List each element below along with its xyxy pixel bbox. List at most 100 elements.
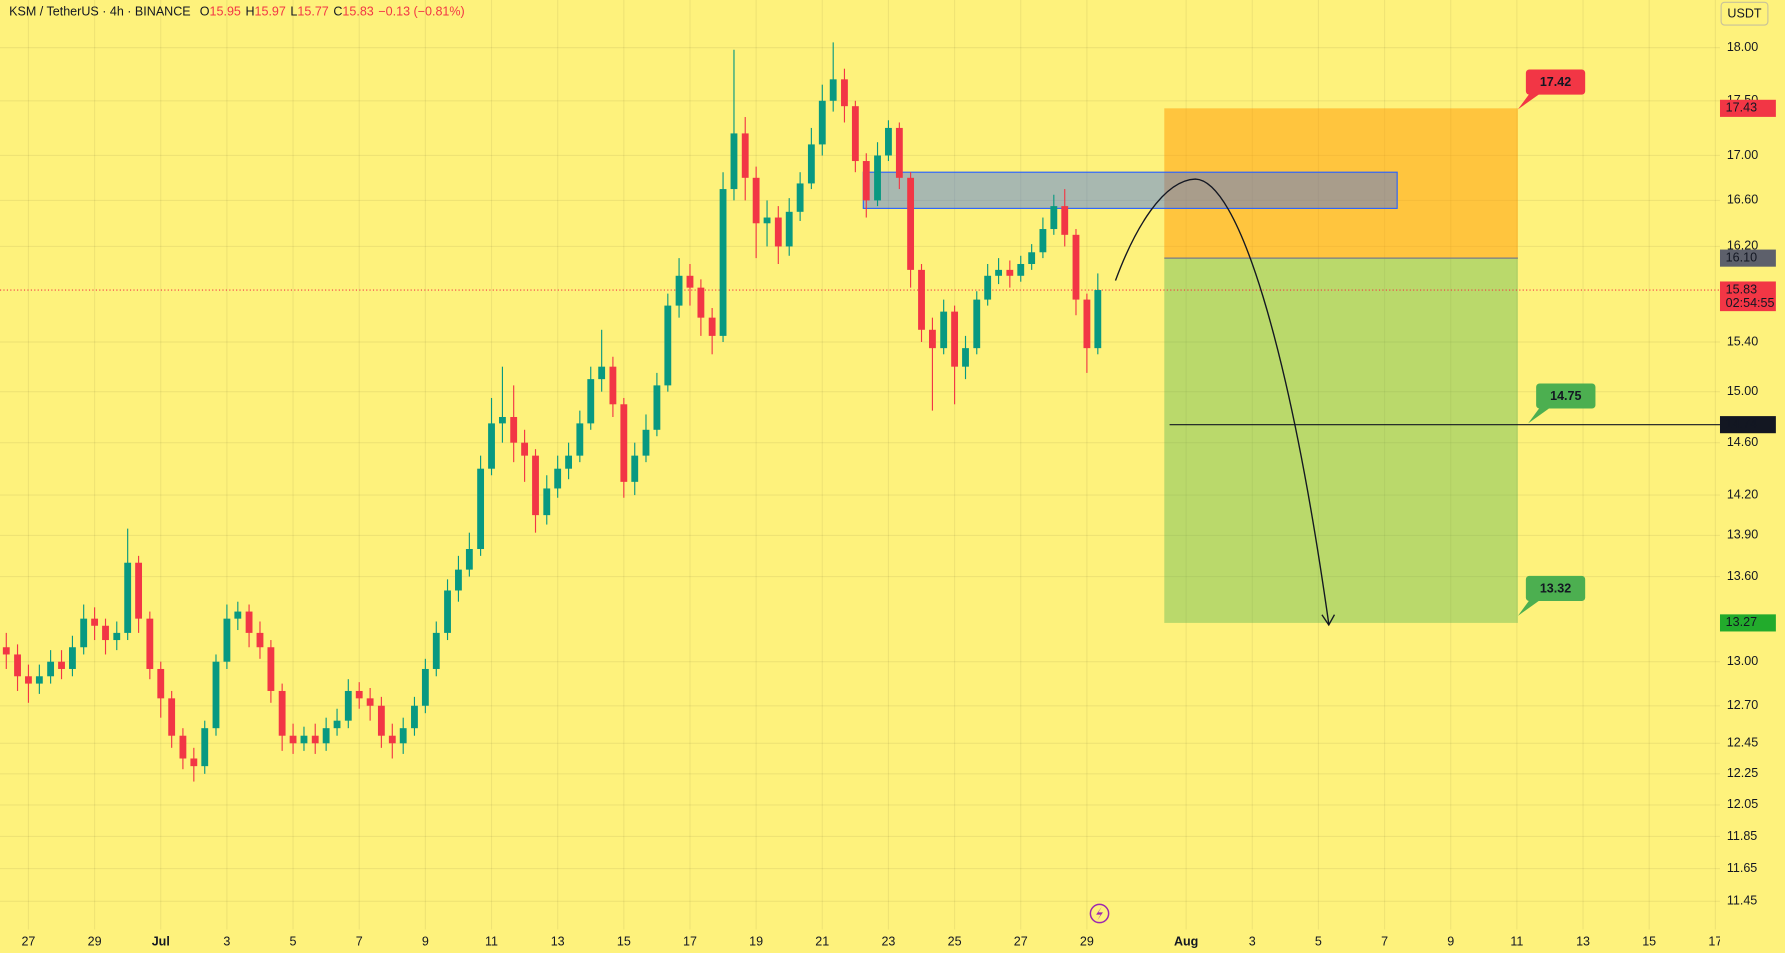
ohlc-value: 15.95 (210, 5, 241, 19)
x-tick-label: 13 (1576, 934, 1590, 948)
candle-body (488, 423, 495, 469)
price-tag (1719, 99, 1776, 117)
candle-body (1006, 269, 1014, 276)
currency-label[interactable]: USDT (1727, 7, 1761, 21)
y-tick-label: 16.60 (1727, 193, 1758, 207)
time-axis: 27 29 Jul 3 5 7 9 11 13 15 17 19 21 23 25 27 29 Aug 3 5 7 9 11… (21, 934, 1722, 948)
candle-body (135, 562, 143, 619)
x-tick-label: 11 (1510, 934, 1523, 948)
candle-body (576, 423, 584, 456)
arrow-head (1321, 614, 1336, 627)
candle-body (455, 569, 462, 591)
drawings (0, 108, 1720, 623)
candle-body (774, 217, 782, 247)
candle-body (366, 698, 374, 706)
candle-body (465, 549, 473, 570)
x-tick-label: 29 (1080, 934, 1094, 948)
candle-body (432, 632, 440, 669)
legend-header: KSM / TetherUS · 4h · BINANCE O15.95 H15.9… (9, 5, 465, 19)
candle-body (1028, 252, 1036, 264)
ohlc-value: 15.83 (342, 5, 373, 19)
candle-body (91, 618, 99, 626)
candle-body (929, 329, 936, 349)
lightning-bolt (1096, 906, 1103, 921)
callout-pointer (1517, 598, 1542, 616)
candle-body (642, 429, 650, 456)
candle-body (168, 698, 176, 736)
callout-box (1525, 69, 1586, 95)
x-tick-label: 9 (1447, 934, 1454, 948)
candle-body (245, 611, 253, 633)
y-tick-label: 18.00 (1727, 40, 1758, 54)
y-tick-label: 12.05 (1727, 797, 1758, 811)
x-tick-label: 3 (1249, 934, 1256, 948)
y-tick-label: 15.40 (1727, 334, 1758, 348)
candle-body (14, 654, 21, 677)
candle-body (874, 155, 881, 201)
candle-body (1017, 263, 1025, 276)
candle-body (686, 275, 694, 288)
x-tick-label: 17 (683, 934, 697, 948)
candle-body (984, 275, 992, 300)
candle-body (124, 562, 132, 633)
candle-body (543, 488, 551, 516)
candle-body (962, 348, 969, 367)
change: −0.13 (−0.81%) (378, 5, 464, 19)
x-tick-label: 11 (485, 934, 498, 948)
ohlc-key: C (333, 5, 342, 19)
candle-body (609, 366, 617, 405)
target-area (1164, 258, 1518, 623)
candle-body (940, 311, 948, 349)
currency-button[interactable] (1720, 1, 1769, 26)
candle-body (664, 305, 672, 386)
candle-body (113, 632, 121, 641)
candle-body (2, 647, 10, 655)
candle-body (399, 728, 407, 744)
candle-body (1083, 299, 1091, 349)
price-tag-label: 14.74 (1726, 417, 1757, 431)
x-tick-label: 3 (223, 934, 230, 948)
candle-body (785, 211, 793, 247)
x-tick-label: 5 (290, 934, 297, 948)
x-tick-label: 9 (422, 934, 429, 948)
candle-body (146, 618, 154, 669)
lightning-icon[interactable] (1089, 903, 1110, 924)
candle-body (311, 735, 319, 744)
candle-body (752, 177, 760, 224)
price-tag-label: 17.43 (1726, 101, 1757, 115)
y-tick-label: 17.00 (1727, 148, 1758, 162)
candle-body (885, 127, 892, 156)
callout-label: 13.32 (1540, 581, 1571, 595)
candle-body (212, 661, 220, 729)
candle-body (851, 106, 859, 162)
candle-body (631, 455, 639, 482)
supply-zone (862, 171, 1398, 209)
candle-body (918, 269, 925, 330)
x-tick-label: 27 (21, 934, 35, 948)
candle-body (521, 442, 529, 456)
y-tick-label: 14.60 (1727, 435, 1758, 449)
candle-body (730, 133, 738, 190)
candle-body (35, 676, 43, 684)
x-tick-label: 21 (815, 934, 829, 948)
ohlc-key: O (200, 5, 210, 19)
candle-body (587, 379, 595, 424)
candle-body (653, 385, 661, 430)
x-tick-label: 17 (1708, 934, 1722, 948)
candle-body (377, 705, 385, 736)
candle-body (818, 100, 826, 145)
callout-box (1525, 575, 1586, 601)
candle-body (355, 690, 363, 699)
candle-body (157, 668, 165, 699)
candle-body (675, 275, 683, 306)
price-tag (1719, 249, 1776, 267)
candle-body (796, 183, 804, 212)
x-tick-label: 25 (948, 934, 962, 948)
y-tick-label: 12.25 (1727, 766, 1758, 780)
price-tag (1719, 416, 1776, 434)
candle-body (322, 728, 330, 744)
candle-body (1094, 290, 1102, 349)
symbol: KSM / TetherUS · 4h · BINANCE (9, 5, 191, 19)
price-tag (1719, 614, 1776, 632)
ohlc-key: H (245, 5, 254, 19)
